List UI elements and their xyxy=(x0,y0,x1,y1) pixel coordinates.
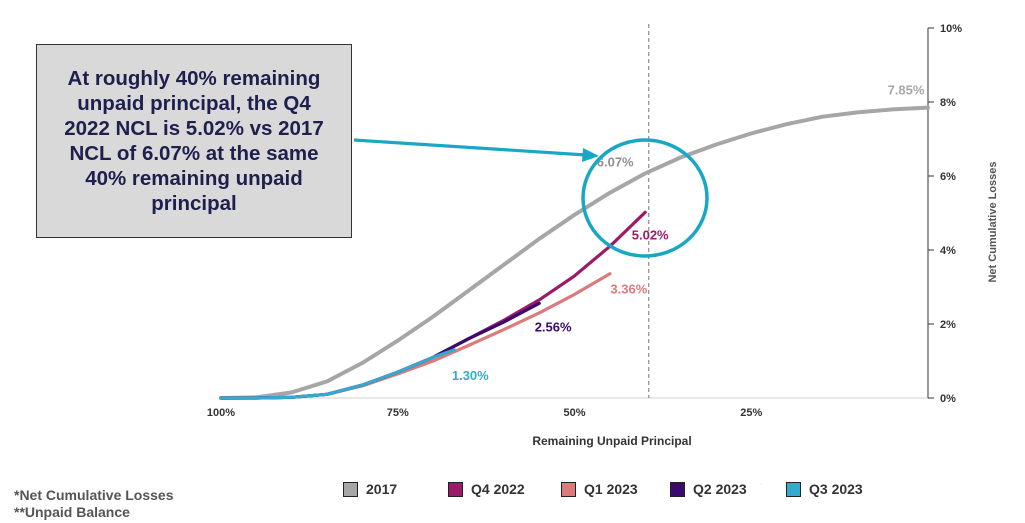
x-tick-label: 100% xyxy=(207,407,235,419)
legend: 2017 Q4 2022 Q1 2023 Q2 2023 Q3 2023 xyxy=(0,481,1025,505)
legend-item-q1-2023: Q1 2023 xyxy=(561,481,638,497)
legend-item-q2-2023: Q2 2023 xyxy=(670,481,747,497)
legend-swatch-2017 xyxy=(343,481,358,497)
legend-swatch-q3-2023 xyxy=(786,481,801,497)
series-line-q3-2023 xyxy=(219,348,456,400)
legend-label-q1-2023: Q1 2023 xyxy=(584,481,638,497)
y-tick-label: 4% xyxy=(940,245,956,257)
legend-item-2017: 2017 xyxy=(343,481,397,497)
y-tick-label: 8% xyxy=(940,97,956,109)
series-line-q4-2022 xyxy=(219,210,647,400)
legend-swatch-q1-2023 xyxy=(561,481,576,497)
footnotes: *Net Cumulative Losses **Unpaid Balance xyxy=(14,487,174,521)
end-label-q2-2023: 2.56% xyxy=(535,319,572,334)
x-tick-label: 75% xyxy=(387,407,409,419)
x-axis-title: Remaining Unpaid Principal xyxy=(532,434,691,448)
callout-arrow-shaft xyxy=(353,138,587,157)
x-tick-label: 50% xyxy=(563,407,585,419)
legend-mark: ˋ xyxy=(760,482,763,492)
y-tick-label: 0% xyxy=(940,393,956,405)
y-tick-label: 2% xyxy=(940,319,956,331)
footnote-ncl: *Net Cumulative Losses xyxy=(14,487,174,503)
end-label-q1-2023: 3.36% xyxy=(610,282,647,297)
legend-item-q4-2022: Q4 2022 xyxy=(448,481,525,497)
legend-label-2017: 2017 xyxy=(366,481,398,497)
x-tick-label: 25% xyxy=(740,407,762,419)
footnote-unpaid-balance: **Unpaid Balance xyxy=(14,504,130,520)
end-label-2017: 7.85% xyxy=(888,83,925,98)
legend-label-q4-2022: Q4 2022 xyxy=(471,481,525,497)
legend-swatch-q4-2022 xyxy=(448,481,463,497)
legend-swatch-q2-2023 xyxy=(670,481,685,497)
y-axis-title: Net Cumulative Losses xyxy=(987,161,999,282)
end-label-q3-2023: 1.30% xyxy=(452,368,489,383)
legend-item-q3-2023: Q3 2023 xyxy=(786,481,863,497)
legend-label-q2-2023: Q2 2023 xyxy=(693,481,747,497)
highlight-circle xyxy=(581,138,709,258)
callout-arrow-head xyxy=(582,148,599,162)
y-tick-label: 10% xyxy=(940,23,962,35)
legend-label-q3-2023: Q3 2023 xyxy=(809,481,863,497)
series-line-2017 xyxy=(219,105,930,400)
annotation-2017-at-40pct: 6.07% xyxy=(597,154,634,169)
callout-box: At roughly 40% remaining unpaid principa… xyxy=(36,44,352,238)
end-label-q4-2022: 5.02% xyxy=(632,227,669,242)
callout-text: At roughly 40% remaining unpaid principa… xyxy=(64,67,324,215)
y-tick-label: 6% xyxy=(940,171,956,183)
